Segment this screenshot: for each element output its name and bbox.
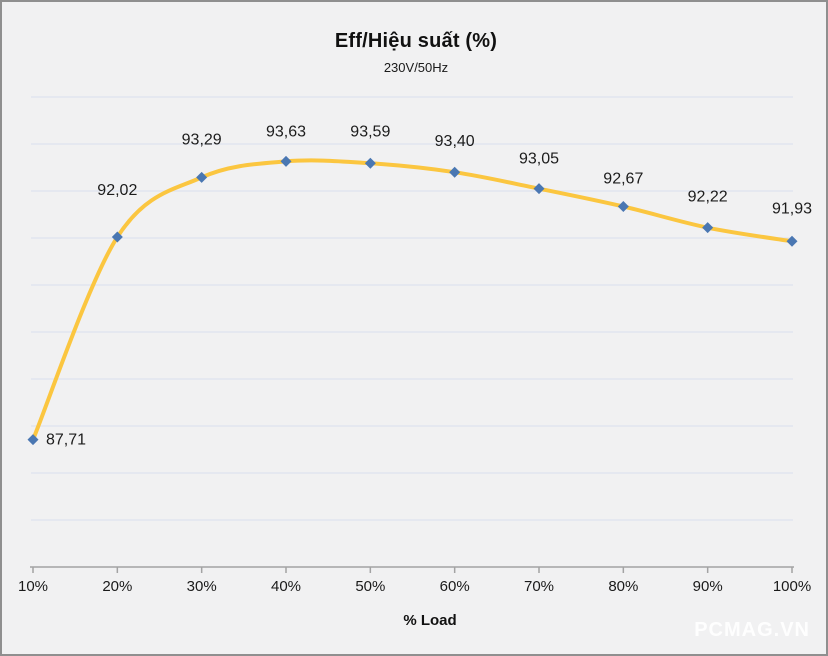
x-tick-label: 90% xyxy=(693,578,723,595)
data-point-marker xyxy=(449,166,461,178)
data-point-marker xyxy=(533,183,545,195)
x-tick-label: 20% xyxy=(102,578,132,595)
data-point-label: 87,71 xyxy=(46,432,86,449)
data-point-label: 93,40 xyxy=(435,133,475,150)
efficiency-line xyxy=(31,158,794,442)
x-axis-title: % Load xyxy=(403,612,457,629)
data-point-label: 92,22 xyxy=(688,189,728,206)
data-point-marker xyxy=(702,222,714,234)
data-point-label: 91,93 xyxy=(772,200,812,217)
data-point-label: 93,29 xyxy=(182,131,222,148)
data-point-marker xyxy=(617,201,629,213)
data-point-label: 93,63 xyxy=(266,123,306,140)
data-point-marker xyxy=(196,171,208,183)
x-tick-label: 60% xyxy=(440,578,470,595)
x-tick-label: 100% xyxy=(773,578,811,595)
data-point-marker xyxy=(27,434,39,446)
data-point-marker xyxy=(111,231,123,243)
data-point-label: 93,59 xyxy=(350,123,390,140)
data-point-label: 92,67 xyxy=(603,171,643,188)
data-point-label: 93,05 xyxy=(519,151,559,168)
data-point-marker xyxy=(786,235,798,247)
x-tick-label: 50% xyxy=(355,578,385,595)
data-point-marker xyxy=(364,157,376,169)
watermark: PCMAG.VN xyxy=(694,619,810,641)
x-tick-label: 80% xyxy=(608,578,638,595)
x-tick-label: 70% xyxy=(524,578,554,595)
data-point-label: 92,02 xyxy=(97,182,137,199)
data-point-marker xyxy=(280,155,292,167)
chart-subtitle: 230V/50Hz xyxy=(383,60,449,75)
chart-title: Eff/Hiệu suất (%) xyxy=(334,30,498,52)
x-tick-label: 40% xyxy=(271,578,301,595)
x-tick-label: 30% xyxy=(187,578,217,595)
x-tick-label: 10% xyxy=(18,578,48,595)
